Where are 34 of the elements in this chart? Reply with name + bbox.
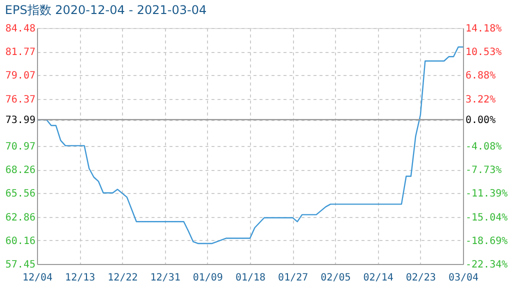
y2-tick-label: 6.88%: [466, 70, 496, 82]
chart-title: EPS指数 2020-12-04 - 2021-03-04: [4, 3, 207, 17]
y-tick-label: 65.56: [5, 188, 36, 200]
y-tick-label: 76.37: [5, 94, 36, 106]
y-tick-label: 62.86: [5, 212, 36, 224]
y-tick-label: 60.16: [5, 236, 36, 247]
y-tick-label: 68.26: [5, 165, 36, 176]
y2-tick-label: 14.18%: [466, 24, 502, 34]
y2-tick-label: -18.69%: [466, 236, 508, 247]
x-tick-label: 02/14: [363, 272, 394, 284]
x-tick-label: 03/04: [448, 272, 479, 284]
x-tick-label: 01/09: [192, 272, 223, 284]
y-tick-label: 84.48: [5, 24, 36, 34]
x-tick-label: 01/27: [278, 272, 308, 284]
x-tick-label: 12/22: [108, 272, 138, 284]
x-tick-label: 12/31: [150, 272, 180, 284]
y2-tick-label: 10.53%: [466, 47, 502, 58]
y2-tick-label: -7.73%: [466, 165, 502, 176]
y2-tick-label: -15.04%: [466, 212, 508, 224]
x-tick-label: 12/04: [22, 272, 53, 284]
x-tick-label: 12/13: [65, 272, 96, 284]
x-tick-label: 02/05: [320, 272, 351, 284]
y2-tick-label: 0.00%: [466, 115, 496, 126]
x-tick-label: 02/23: [406, 272, 436, 284]
y2-tick-label: -22.34%: [466, 260, 508, 270]
x-tick-label: 01/18: [235, 272, 266, 284]
y-tick-label: 79.07: [5, 70, 36, 82]
y-tick-label: 57.45: [5, 260, 36, 270]
y-tick-label: 81.77: [5, 47, 36, 58]
y2-tick-label: -11.39%: [466, 188, 508, 200]
y2-tick-label: 3.22%: [466, 94, 496, 106]
y2-tick-label: -4.08%: [466, 142, 502, 152]
y-tick-label: 70.97: [5, 141, 36, 152]
y-tick-label: 73.99: [5, 115, 36, 126]
